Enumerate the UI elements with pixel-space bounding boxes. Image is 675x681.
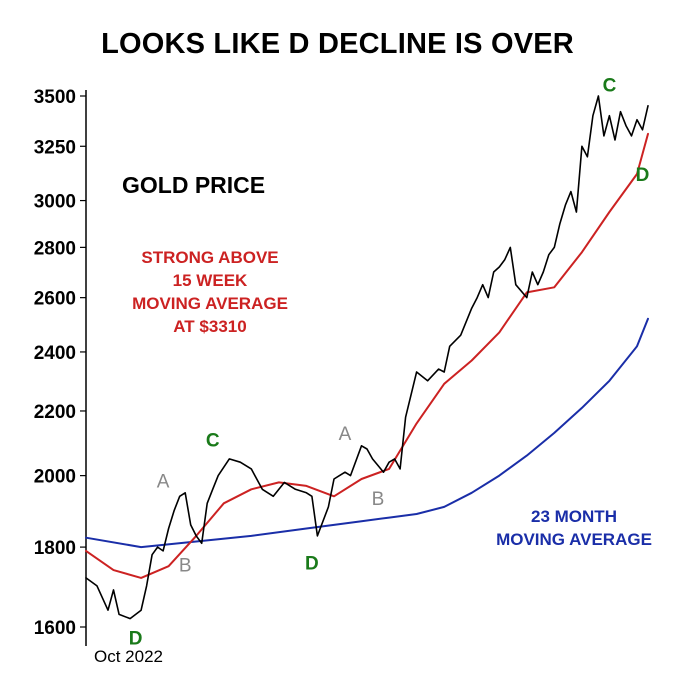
y-tick-label: 2600 [34, 289, 76, 310]
y-tick-label: 1800 [34, 538, 76, 559]
y-tick-label: 2400 [34, 343, 76, 364]
y-tick-label: 2200 [34, 402, 76, 423]
wave-label: D [305, 553, 319, 574]
strong-line-3: MOVING AVERAGE [132, 294, 288, 313]
wave-label: B [372, 489, 385, 510]
wave-label: A [339, 424, 352, 445]
month-line-1: 23 MONTH [531, 507, 617, 526]
wave-label: C [603, 75, 617, 96]
month-average-annotation: 23 MONTH MOVING AVERAGE [474, 505, 674, 551]
y-tick-label: 3000 [34, 192, 76, 213]
x-axis-start-label: Oct 2022 [94, 647, 163, 666]
wave-label: A [157, 472, 170, 493]
wave-label: B [179, 555, 192, 576]
y-tick-label: 3250 [34, 137, 76, 158]
strong-line-4: AT $3310 [173, 317, 247, 336]
strong-line-1: STRONG ABOVE [141, 248, 279, 267]
y-tick-label: 2000 [34, 467, 76, 488]
month-line-2: MOVING AVERAGE [496, 530, 652, 549]
wave-label: D [129, 629, 143, 650]
moving-average-15-week-line [85, 132, 649, 579]
y-tick-label: 1600 [34, 618, 76, 639]
y-tick-label: 3500 [34, 87, 76, 108]
wave-label: D [636, 165, 650, 186]
wave-label: C [206, 430, 220, 451]
moving-average-23-month-line [85, 317, 649, 549]
strong-above-annotation: STRONG ABOVE 15 WEEK MOVING AVERAGE AT $… [110, 246, 310, 338]
y-tick-label: 2800 [34, 238, 76, 259]
gold-price-label: GOLD PRICE [122, 172, 266, 198]
chart-title: LOOKS LIKE D DECLINE IS OVER [101, 28, 574, 60]
strong-line-2: 15 WEEK [172, 271, 248, 290]
gold-price-line [85, 95, 649, 620]
